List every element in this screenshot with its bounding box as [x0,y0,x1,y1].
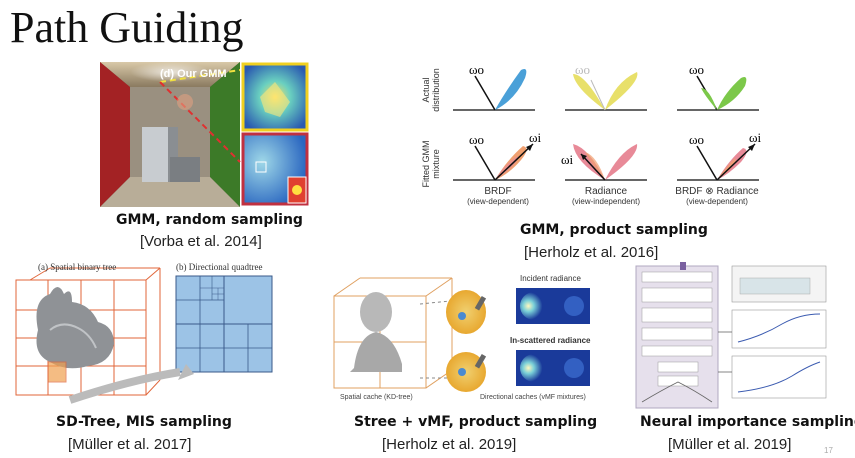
sd-tree-reference: [Müller et al. 2017] [68,436,192,453]
gmm-inset-label: (d) Our GMM [160,68,227,80]
incident-radiance-label: Incident radiance [520,274,581,283]
gmm-random-reference: [Vorba et al. 2014] [140,233,262,250]
radiance-lobe [573,74,605,110]
page-number: 17 [824,446,833,455]
directional-caches-label: Directional caches (vMF mixtures) [480,394,586,401]
omega-o-arrow [474,75,496,111]
product-lobe [717,77,747,110]
column-label-product: BRDF ⊗ Radiance (view-dependent) [665,186,769,206]
neural-reference: [Müller et al. 2019] [668,436,792,453]
mapping-arrow [68,368,181,404]
omega-i-label: ωi [749,130,762,145]
omega-o-label: ωo [575,62,591,77]
column-label-text: BRDF [484,186,512,197]
gmm-product-figure: Actual distribution Fitted GMM mixture [421,52,770,222]
omega-i-label: ωi [529,130,542,145]
bust-model [360,292,392,332]
column-label-sub: (view-dependent) [686,197,748,206]
sd-tree-label-b: (b) Directional quadtree [176,262,263,272]
gmm-random-figure: (d) Our GMM [100,62,310,207]
column-label-brdf: BRDF (view-dependent) [453,186,543,206]
vmf-lobe [446,290,486,334]
column-label-text: BRDF ⊗ Radiance [675,186,759,197]
column-label-sub: (view-dependent) [467,197,529,206]
omega-o-label: ωo [469,132,485,147]
sd-tree-label-a: (a) Spatial binary tree [38,262,117,272]
stree-vmf-caption: Stree + vMF, product sampling [354,414,598,430]
column-label-sub: (view-independent) [571,197,641,206]
neural-figure [632,262,832,412]
neural-architecture-diagram [635,262,827,409]
omega-o-label: ωo [689,62,705,77]
inscattered-radiance-label: In-scattered radiance [510,336,591,345]
omega-o-label: ωo [689,132,705,147]
gmm-random-caption: GMM, random sampling [116,212,303,228]
spatial-cache-label: Spatial cache (KD-tree) [340,394,413,401]
neural-caption: Neural importance sampling [640,414,855,430]
cornell-box-render [100,62,309,207]
stree-vmf-figure: Incident radiance In-scattered radiance … [330,268,595,408]
slide-title: Path Guiding [10,3,244,52]
stree-vmf-reference: [Herholz et al. 2019] [382,436,517,453]
omega-i-label: ωi [561,152,574,167]
lobe-diagrams [453,69,759,181]
omega-o-label: ωo [469,62,485,77]
gmm-product-caption: GMM, product sampling [520,222,708,238]
column-label-radiance: Radiance (view-independent) [561,186,651,206]
stree-vmf-diagram [333,277,590,392]
sd-tree-caption: SD-Tree, MIS sampling [56,414,232,430]
sd-tree-figure: (a) Spatial binary tree (b) Directional … [10,260,275,410]
gmm-product-reference: [Herholz et al. 2016] [524,244,659,261]
sd-tree-diagram [15,267,273,404]
brdf-lobe [495,69,527,110]
directional-quadtree [175,275,273,373]
column-label-text: Radiance [584,186,628,197]
